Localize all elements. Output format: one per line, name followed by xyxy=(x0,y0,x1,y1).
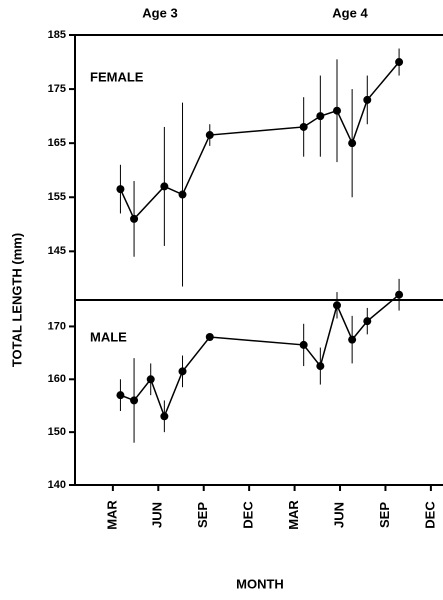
x-tick-label: MAR xyxy=(104,500,119,530)
data-line xyxy=(119,61,400,221)
y-tick-label: 145 xyxy=(48,245,66,257)
data-point xyxy=(116,391,125,400)
data-point xyxy=(160,182,169,191)
x-tick-label: DEC xyxy=(241,501,256,529)
data-point xyxy=(146,375,155,384)
x-tick-label: JUN xyxy=(150,502,165,528)
data-point xyxy=(363,317,372,326)
data-point xyxy=(130,396,139,405)
y-tick-label: 170 xyxy=(48,320,66,332)
data-point xyxy=(299,122,308,131)
data-point xyxy=(363,95,372,104)
data-point xyxy=(160,412,169,421)
data-point xyxy=(205,333,214,341)
x-tick-label: SEP xyxy=(377,502,392,528)
x-tick-label: MAR xyxy=(286,500,301,530)
x-tick-label: SEP xyxy=(195,502,210,528)
age-label: Age 3 xyxy=(142,5,177,20)
y-tick-label: 150 xyxy=(48,426,66,438)
data-line xyxy=(120,294,400,419)
data-point xyxy=(116,185,125,194)
data-point xyxy=(332,106,341,115)
data-point xyxy=(348,139,357,148)
y-tick-label: 175 xyxy=(48,83,66,95)
data-point xyxy=(178,190,187,199)
data-point xyxy=(178,367,187,376)
y-axis-label: TOTAL LENGTH (mm) xyxy=(9,233,24,367)
data-point xyxy=(316,362,325,371)
panel-label: MALE xyxy=(90,329,127,344)
age-label: Age 4 xyxy=(332,5,368,20)
y-tick-label: 160 xyxy=(48,373,66,385)
panel-label: FEMALE xyxy=(90,69,144,84)
x-axis-label: MONTH xyxy=(236,576,284,591)
data-point xyxy=(130,214,139,223)
y-tick-label: 165 xyxy=(48,137,66,149)
data-point xyxy=(205,131,214,140)
data-point xyxy=(299,340,308,349)
y-tick-label: 185 xyxy=(48,29,66,41)
x-tick-label: JUN xyxy=(331,502,346,528)
y-tick-label: 155 xyxy=(48,191,66,203)
data-point xyxy=(332,301,341,310)
data-point xyxy=(395,58,404,67)
data-point xyxy=(348,335,357,344)
data-point xyxy=(395,290,404,299)
data-point xyxy=(316,112,325,121)
x-tick-label: DEC xyxy=(422,501,437,529)
y-tick-label: 140 xyxy=(48,479,66,491)
